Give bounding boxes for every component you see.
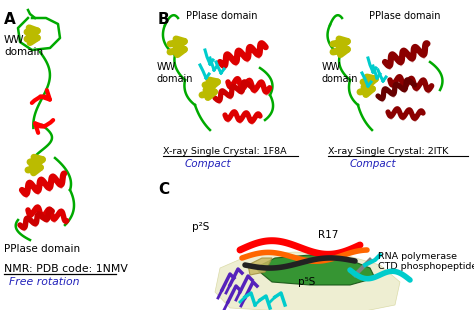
Text: PPlase domain: PPlase domain (186, 11, 258, 21)
Text: PPlase domain: PPlase domain (369, 11, 441, 21)
Text: Compact: Compact (185, 159, 232, 169)
Text: R17: R17 (318, 230, 338, 240)
Text: WW
domain: WW domain (322, 62, 358, 84)
Text: X-ray Single Crystal: 1F8A: X-ray Single Crystal: 1F8A (163, 147, 287, 156)
Text: Compact: Compact (350, 159, 397, 169)
Text: RNA polymerase
CTD phosphopeptide: RNA polymerase CTD phosphopeptide (378, 252, 474, 271)
Text: B: B (158, 12, 170, 27)
Text: X-ray Single Crystal: 2ITK: X-ray Single Crystal: 2ITK (328, 147, 448, 156)
Text: Free rotation: Free rotation (9, 277, 80, 287)
Text: NMR: PDB code: 1NMV: NMR: PDB code: 1NMV (4, 264, 128, 274)
Text: p⁵S: p⁵S (298, 277, 315, 287)
Polygon shape (248, 258, 272, 275)
Polygon shape (215, 252, 400, 310)
Text: A: A (4, 12, 16, 27)
Polygon shape (255, 255, 375, 285)
Text: WW
domain: WW domain (157, 62, 193, 84)
Text: C: C (158, 182, 169, 197)
Text: p²S: p²S (192, 222, 210, 232)
Text: PPlase domain: PPlase domain (4, 244, 80, 254)
Text: WW
domain: WW domain (4, 35, 43, 57)
